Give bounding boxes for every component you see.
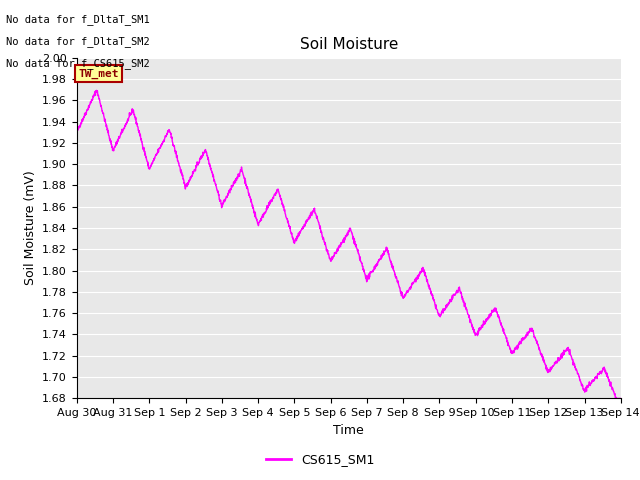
Text: No data for f_DltaT_SM1: No data for f_DltaT_SM1: [6, 14, 150, 25]
Text: No data for f_CS615_SM2: No data for f_CS615_SM2: [6, 58, 150, 69]
Legend: CS615_SM1: CS615_SM1: [261, 448, 379, 471]
Text: No data for f_DltaT_SM2: No data for f_DltaT_SM2: [6, 36, 150, 47]
X-axis label: Time: Time: [333, 424, 364, 437]
Text: TW_met: TW_met: [78, 69, 119, 79]
Y-axis label: Soil Moisture (mV): Soil Moisture (mV): [24, 170, 36, 286]
Title: Soil Moisture: Soil Moisture: [300, 37, 398, 52]
